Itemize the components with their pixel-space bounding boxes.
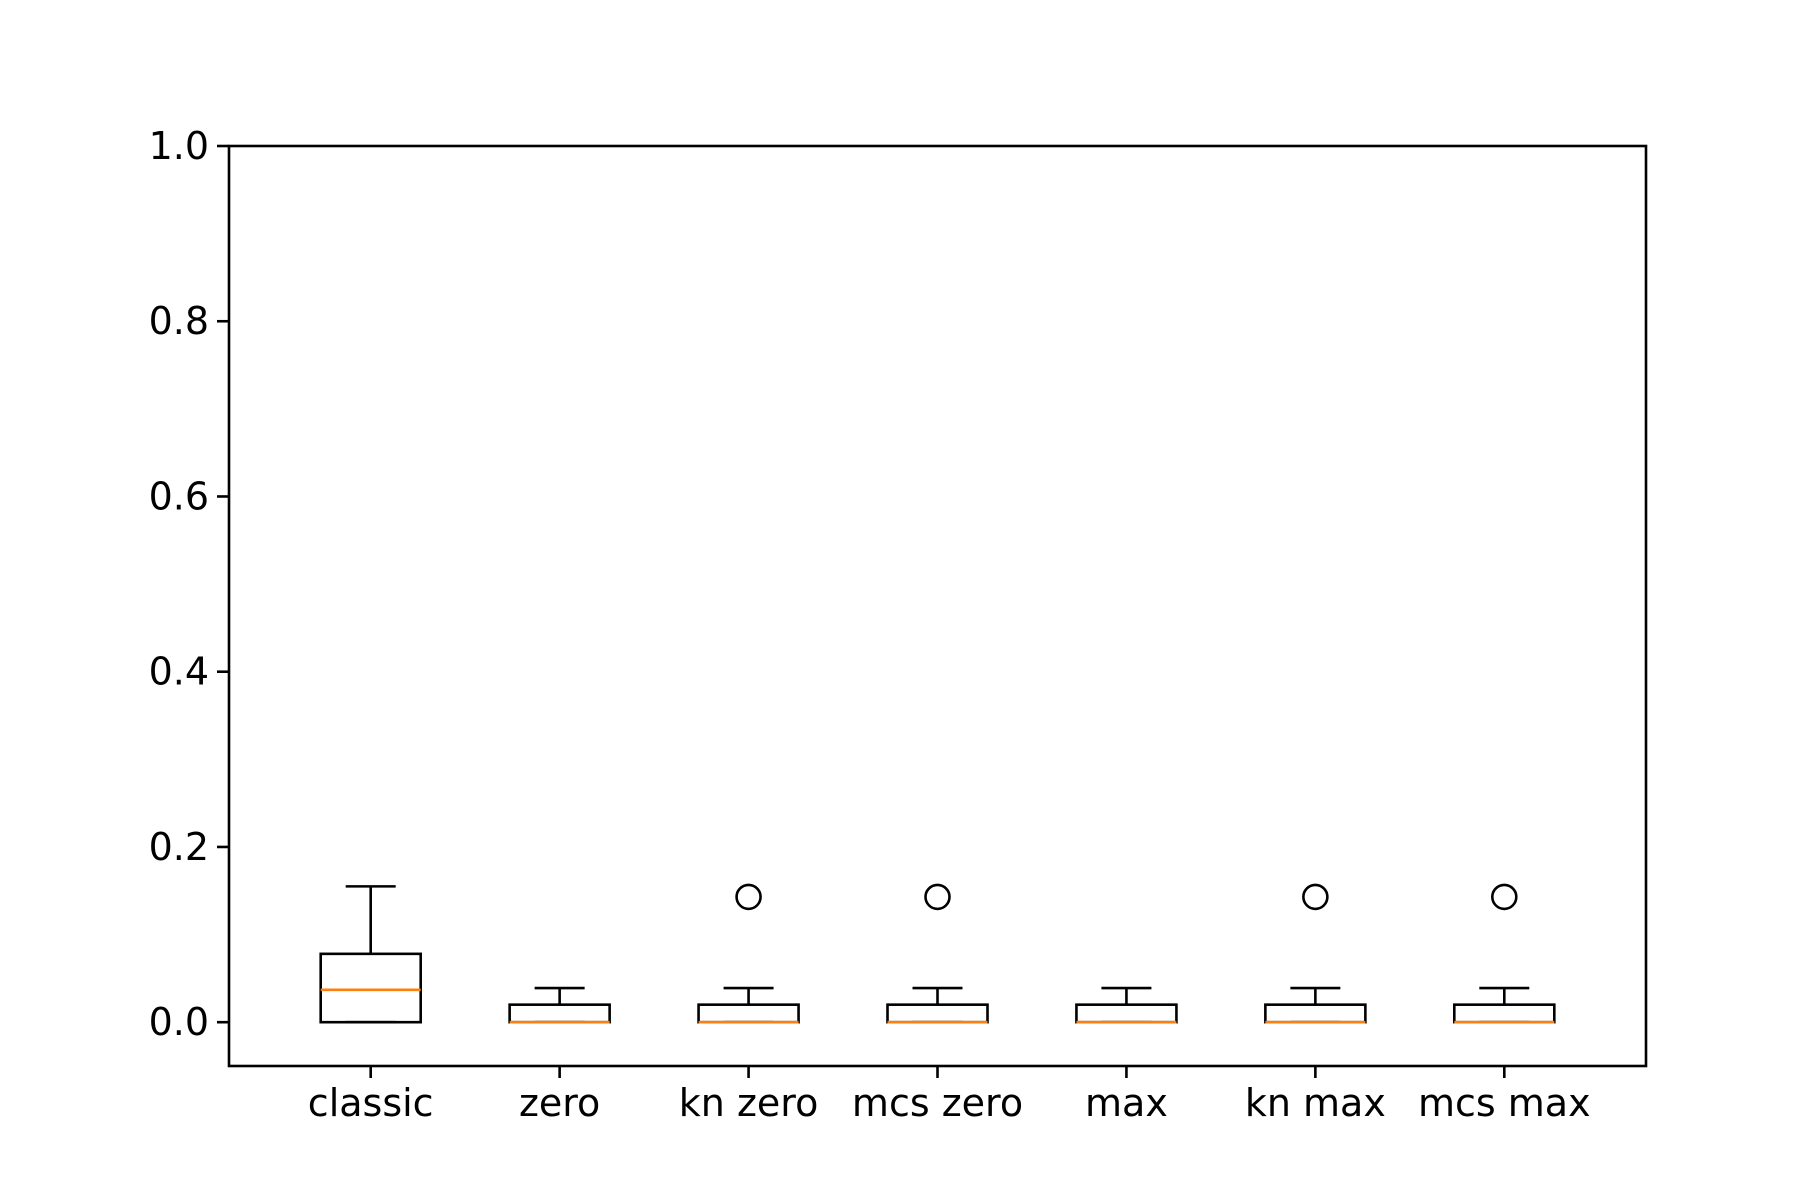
- box-classic: [319, 885, 423, 1024]
- outlier-point: [1491, 883, 1518, 911]
- box-zero: [508, 986, 611, 1024]
- outlier-point: [924, 883, 951, 911]
- x-tick-label: kn max: [1245, 1081, 1386, 1125]
- plot-area: [319, 883, 1556, 1024]
- x-tick-label: mcs max: [1418, 1081, 1591, 1125]
- x-tick-label: classic: [308, 1081, 434, 1125]
- y-tick-label: 0.2: [149, 825, 209, 869]
- y-tick-label: 0.6: [149, 474, 209, 518]
- outlier-point: [1302, 883, 1329, 911]
- y-tick-label: 0.4: [149, 650, 209, 694]
- box-iqr: [319, 952, 423, 1024]
- box-mcs-max: [1453, 883, 1556, 1024]
- y-tick-label: 0.0: [149, 1000, 209, 1044]
- x-tick-label: mcs zero: [852, 1081, 1023, 1125]
- box-max: [1075, 986, 1178, 1024]
- outlier-point: [735, 883, 762, 911]
- box-mcs-zero: [886, 883, 989, 1024]
- box-kn-zero: [697, 883, 800, 1024]
- x-tick-label: max: [1085, 1081, 1168, 1125]
- y-tick-label: 1.0: [149, 124, 209, 168]
- axes: 0.0 0.2 0.4 0.6 0.8 1.0 classic zero kn zero mcs …: [149, 124, 1591, 1125]
- y-tick-label: 0.8: [149, 299, 209, 343]
- x-tick-label: kn zero: [679, 1081, 819, 1125]
- x-tick-label: zero: [519, 1081, 600, 1125]
- box-kn-max: [1264, 883, 1367, 1024]
